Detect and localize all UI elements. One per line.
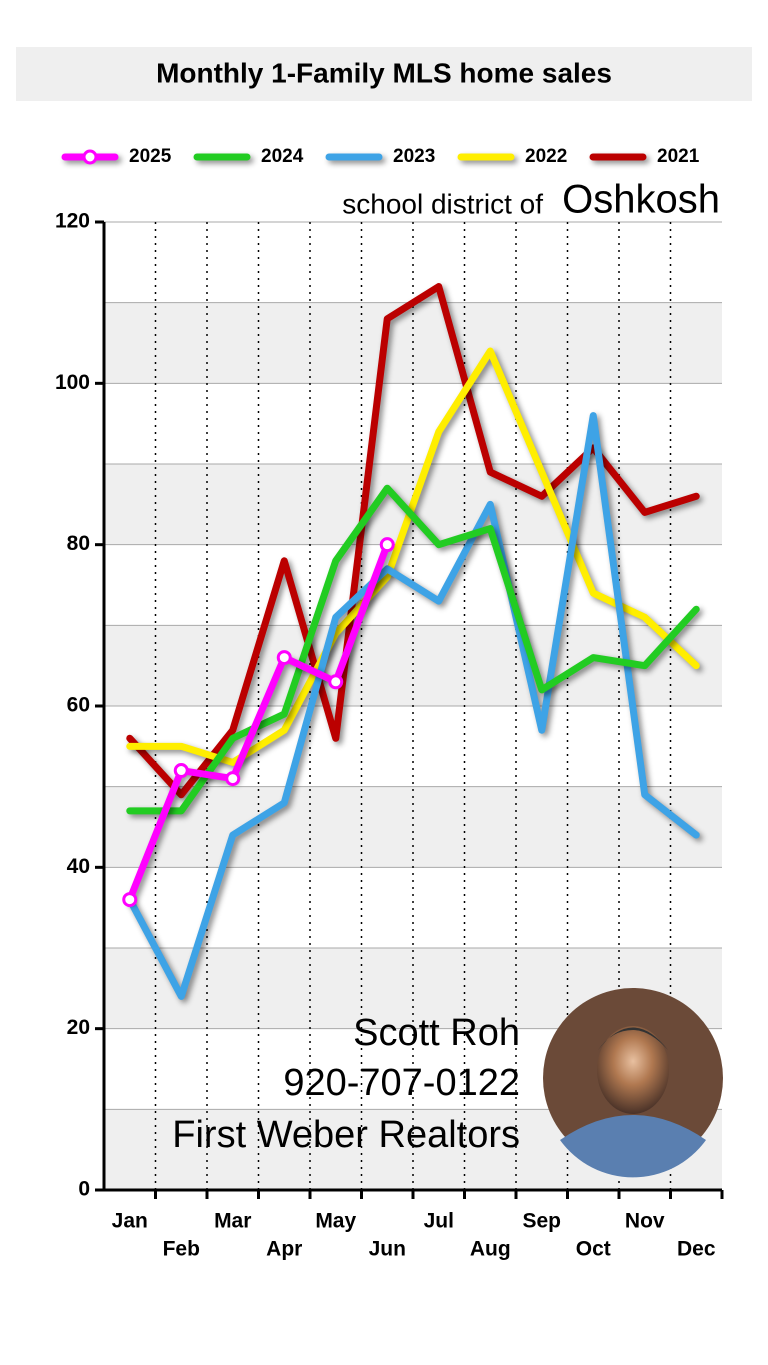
subtitle-place: Oshkosh bbox=[562, 178, 720, 222]
x-tick-label: Nov bbox=[625, 1210, 665, 1233]
legend-label: 2025 bbox=[129, 146, 172, 167]
x-tick-label: Jul bbox=[424, 1210, 454, 1233]
y-tick-label: 0 bbox=[78, 1178, 90, 1201]
series-marker bbox=[225, 771, 241, 787]
y-tick-label: 20 bbox=[67, 1016, 90, 1039]
legend-label: 2022 bbox=[525, 146, 567, 167]
legend-label: 2023 bbox=[393, 146, 435, 167]
title-band bbox=[16, 47, 752, 101]
x-tick-label: Feb bbox=[163, 1238, 200, 1261]
contact-name: Scott Roh bbox=[353, 1012, 520, 1054]
y-tick-label: 60 bbox=[67, 694, 90, 717]
contact-phone: 920-707-0122 bbox=[283, 1062, 520, 1104]
contact-company: First Weber Realtors bbox=[172, 1114, 520, 1156]
legend-label: 2021 bbox=[657, 146, 700, 167]
x-tick-label: Aug bbox=[470, 1238, 511, 1261]
legend-marker bbox=[82, 149, 98, 165]
y-tick-label: 80 bbox=[67, 532, 90, 555]
x-tick-label: Mar bbox=[214, 1210, 251, 1233]
y-tick-label: 100 bbox=[55, 371, 90, 394]
series-line bbox=[126, 412, 700, 1000]
series-line bbox=[126, 484, 700, 815]
x-tick-label: Sep bbox=[522, 1210, 561, 1233]
x-tick-label: Dec bbox=[677, 1238, 716, 1261]
series-marker bbox=[328, 674, 344, 690]
y-tick-label: 40 bbox=[67, 855, 90, 878]
series-marker bbox=[276, 650, 292, 666]
subtitle: school district of bbox=[342, 188, 543, 219]
series-marker bbox=[173, 763, 189, 779]
x-tick-label: Apr bbox=[266, 1238, 302, 1261]
x-tick-label: Oct bbox=[576, 1238, 611, 1261]
series-marker bbox=[379, 537, 395, 553]
series-marker bbox=[122, 892, 138, 908]
series-line bbox=[126, 541, 391, 904]
x-tick-label: Jun bbox=[369, 1238, 406, 1261]
y-tick-label: 120 bbox=[55, 210, 90, 233]
photo bbox=[543, 988, 723, 1178]
chart-title: Monthly 1-Family MLS home sales bbox=[156, 57, 612, 88]
x-tick-label: May bbox=[315, 1210, 356, 1233]
series-line bbox=[126, 347, 700, 766]
legend-label: 2024 bbox=[261, 146, 304, 167]
x-tick-label: Jan bbox=[112, 1210, 148, 1233]
grid-band bbox=[104, 786, 722, 868]
